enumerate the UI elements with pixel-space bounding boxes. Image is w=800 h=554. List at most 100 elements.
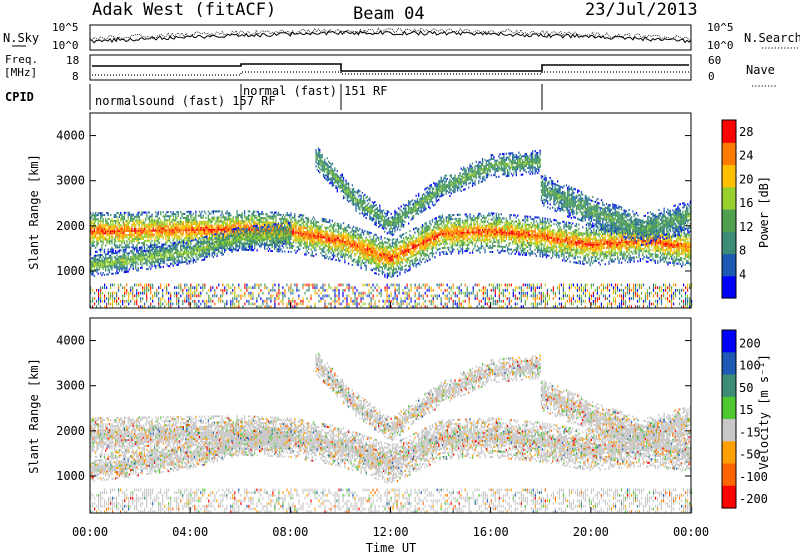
power-cell — [424, 247, 426, 249]
power-cell — [272, 217, 275, 220]
power-cell — [501, 225, 504, 228]
power-cell — [252, 249, 255, 252]
power-cell — [146, 235, 148, 238]
power-cell — [419, 247, 421, 250]
power-cell — [430, 231, 432, 234]
power-cell — [319, 227, 321, 230]
power-cell — [250, 228, 252, 231]
power-cell — [100, 222, 102, 225]
power-cell — [439, 231, 441, 234]
power-cell — [510, 230, 512, 233]
power-cell — [167, 229, 169, 232]
power-cell — [326, 231, 328, 233]
power-cell — [378, 247, 380, 250]
power-cell — [325, 238, 327, 241]
power-cell — [236, 218, 238, 221]
power-cell — [339, 259, 341, 262]
power-cell — [188, 221, 191, 223]
power-cell — [543, 231, 545, 234]
power-cell — [440, 234, 442, 237]
power-cell — [525, 219, 527, 222]
power-cell — [110, 232, 112, 235]
power-cell — [222, 226, 224, 229]
power-cell — [395, 263, 397, 266]
power-cell — [435, 221, 437, 224]
power-cell — [294, 215, 296, 217]
power-cell — [405, 254, 407, 257]
power-cell — [431, 231, 434, 234]
power-cell — [207, 214, 209, 217]
power-cell — [373, 245, 375, 248]
power-cell — [196, 235, 198, 238]
power-cell — [151, 231, 153, 234]
power-cell — [326, 235, 328, 238]
power-cell — [513, 222, 515, 225]
power-cell — [264, 217, 266, 220]
power-cell — [486, 240, 489, 243]
power-cell — [161, 227, 163, 230]
power-cell — [281, 238, 283, 241]
power-cell — [321, 234, 323, 237]
power-cell — [180, 233, 182, 236]
power-cell — [168, 239, 171, 242]
power-cell — [393, 242, 395, 245]
power-cell — [380, 252, 382, 254]
power-cell — [433, 236, 435, 239]
power-cell — [230, 224, 232, 227]
power-cell — [360, 263, 362, 266]
power-cell — [470, 221, 472, 224]
power-cell — [181, 235, 183, 238]
power-cell — [123, 213, 126, 216]
power-cell — [406, 259, 409, 262]
power-cell — [436, 234, 439, 237]
power-cell — [559, 240, 561, 243]
power-cell — [320, 240, 322, 243]
power-cell — [463, 240, 465, 242]
power-cell — [405, 246, 407, 249]
power-cell — [120, 226, 122, 229]
power-cell — [361, 253, 363, 256]
power-cell — [292, 229, 295, 231]
power-cell — [247, 210, 250, 213]
power-cell — [245, 242, 247, 245]
power-cell — [379, 247, 381, 250]
power-cell — [115, 220, 117, 223]
power-cell — [172, 223, 174, 226]
power-cell — [430, 223, 432, 226]
nsky-trace — [89, 30, 692, 44]
power-cell — [142, 237, 144, 240]
power-cell — [370, 244, 372, 247]
power-cell — [534, 244, 536, 247]
power-cell — [330, 231, 332, 234]
power-cell — [527, 227, 529, 230]
power-cell — [466, 235, 469, 238]
power-cell — [108, 232, 111, 235]
power-cell — [463, 233, 465, 236]
power-cell — [340, 243, 342, 246]
power-cell — [525, 254, 527, 257]
power-cell — [257, 214, 260, 217]
power-cell — [386, 258, 388, 261]
power-cell — [435, 243, 437, 246]
power-cell — [388, 273, 390, 275]
power-cell — [254, 222, 256, 225]
power-cell — [524, 243, 526, 246]
power-cell — [235, 222, 237, 225]
power-cell — [376, 244, 378, 247]
power-cell — [563, 241, 565, 244]
power-cell — [103, 236, 106, 239]
power-cell — [190, 214, 192, 217]
power-cell — [128, 246, 131, 249]
power-cell — [493, 216, 495, 219]
power-cell — [496, 223, 499, 225]
power-cell — [544, 225, 546, 228]
power-cell — [307, 252, 310, 254]
power-cell — [96, 238, 98, 241]
power-cell — [346, 243, 348, 246]
power-cell — [479, 212, 481, 215]
power-cell — [391, 265, 394, 268]
power-cell — [368, 259, 370, 262]
power-cell — [430, 239, 432, 242]
power-cell — [133, 227, 136, 230]
power-cell — [364, 229, 366, 232]
